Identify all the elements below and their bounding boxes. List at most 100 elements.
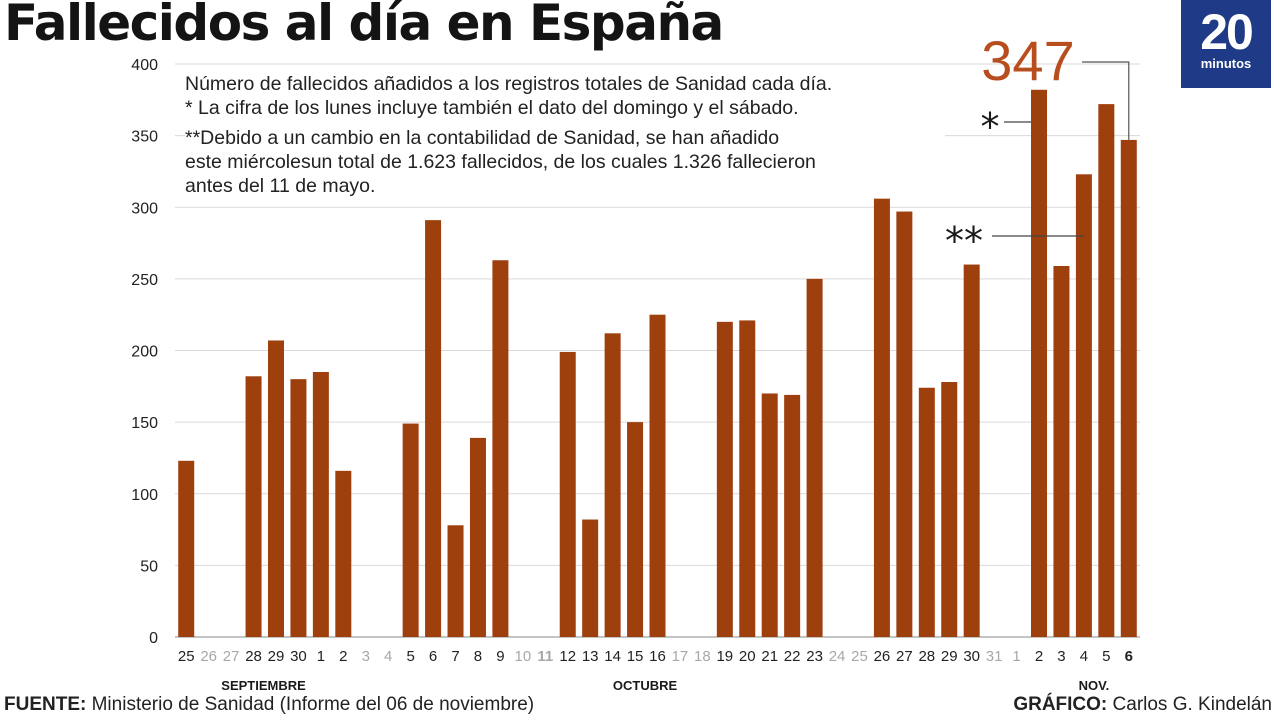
x-tick-label: 3 bbox=[1057, 648, 1065, 665]
x-tick-label: 10 bbox=[515, 648, 532, 665]
bar bbox=[784, 394, 801, 637]
bar bbox=[1075, 174, 1092, 638]
x-tick-label: 28 bbox=[245, 648, 262, 665]
bar bbox=[1098, 104, 1115, 638]
x-tick-label: 5 bbox=[1102, 648, 1110, 665]
x-tick-label: 13 bbox=[582, 648, 599, 665]
bar bbox=[492, 260, 509, 637]
x-tick-label: 17 bbox=[672, 648, 689, 665]
bar bbox=[267, 340, 284, 637]
x-tick-label: 30 bbox=[963, 648, 980, 665]
x-tick-label: 14 bbox=[604, 648, 621, 665]
x-tick-label: 26 bbox=[200, 648, 217, 665]
x-tick-label: 30 bbox=[290, 648, 307, 665]
x-tick-label: 5 bbox=[406, 648, 414, 665]
y-tick-label: 0 bbox=[149, 630, 158, 647]
bar bbox=[469, 437, 486, 637]
bar bbox=[312, 371, 329, 637]
chart-notes: Número de fallecidos añadidos a los regi… bbox=[185, 72, 945, 198]
x-tick-label: 16 bbox=[649, 648, 666, 665]
y-tick-label: 300 bbox=[131, 200, 158, 217]
20minutos-logo: 20 minutos bbox=[1181, 0, 1271, 88]
bar bbox=[941, 382, 958, 637]
source-credit: FUENTE: Ministerio de Sanidad (Informe d… bbox=[4, 694, 534, 716]
highlight-value-label: 347 bbox=[981, 29, 1074, 92]
bar bbox=[896, 211, 913, 638]
asterisk-marker: * bbox=[981, 105, 1000, 149]
x-tick-label: 25 bbox=[178, 648, 195, 665]
chart-title: Fallecidos al día en España bbox=[4, 0, 724, 52]
bar bbox=[402, 423, 419, 637]
x-tick-label: 29 bbox=[941, 648, 958, 665]
bar bbox=[290, 379, 307, 637]
bar bbox=[1053, 265, 1070, 637]
x-tick-label: 27 bbox=[223, 648, 240, 665]
x-tick-label: 24 bbox=[829, 648, 846, 665]
source-label: FUENTE: bbox=[4, 694, 87, 715]
y-tick-label: 150 bbox=[131, 415, 158, 432]
bar bbox=[627, 422, 644, 637]
y-tick-label: 400 bbox=[131, 57, 158, 74]
x-tick-label: 2 bbox=[339, 648, 347, 665]
note-line: este miércolesun total de 1.623 fallecid… bbox=[185, 151, 816, 173]
bar bbox=[918, 387, 935, 637]
note-line: * La cifra de los lunes incluye también … bbox=[185, 97, 799, 119]
note-line: antes del 11 de mayo. bbox=[185, 175, 376, 197]
x-tick-label: 29 bbox=[268, 648, 285, 665]
bar bbox=[873, 198, 890, 637]
x-tick-label: 25 bbox=[851, 648, 868, 665]
x-tick-label: 2 bbox=[1035, 648, 1043, 665]
bar bbox=[716, 321, 733, 637]
bar bbox=[739, 320, 756, 637]
credit-text: Carlos G. Kindelán bbox=[1107, 694, 1272, 715]
bar bbox=[559, 351, 576, 637]
bar bbox=[425, 220, 442, 637]
y-tick-label: 350 bbox=[131, 129, 158, 146]
x-tick-label: 4 bbox=[1080, 648, 1088, 665]
y-tick-label: 100 bbox=[131, 487, 158, 504]
highlight-leader-line bbox=[1082, 61, 1130, 140]
x-tick-label: 11 bbox=[537, 648, 553, 665]
x-tick-label: 1 bbox=[317, 648, 325, 665]
x-tick-label: 12 bbox=[559, 648, 576, 665]
x-tick-label: 28 bbox=[918, 648, 935, 665]
logo-word: minutos bbox=[1200, 56, 1252, 71]
bar bbox=[582, 519, 599, 637]
bar bbox=[1120, 139, 1137, 638]
x-tick-label: 20 bbox=[739, 648, 756, 665]
x-tick-label: 7 bbox=[451, 648, 459, 665]
x-tick-label: 1 bbox=[1012, 648, 1020, 665]
x-tick-label: 26 bbox=[874, 648, 891, 665]
x-tick-label: 9 bbox=[496, 648, 504, 665]
x-tick-label: 22 bbox=[784, 648, 801, 665]
x-tick-label: 23 bbox=[806, 648, 823, 665]
bar bbox=[963, 264, 980, 637]
bar bbox=[178, 460, 195, 637]
bar bbox=[245, 376, 262, 637]
source-text: Ministerio de Sanidad (Informe del 06 de… bbox=[86, 694, 535, 715]
graphic-credit: GRÁFICO: Carlos G. Kindelán bbox=[1013, 694, 1272, 716]
x-tick-label: 27 bbox=[896, 648, 913, 665]
bar bbox=[604, 333, 621, 637]
month-label: SEPTIEMBRE bbox=[221, 678, 306, 693]
bar bbox=[806, 278, 823, 637]
bar bbox=[761, 393, 778, 637]
credit-label: GRÁFICO: bbox=[1013, 694, 1108, 715]
x-tick-label: 19 bbox=[716, 648, 733, 665]
x-tick-label: 18 bbox=[694, 648, 711, 665]
logo-number: 20 bbox=[1200, 4, 1254, 60]
bar bbox=[649, 314, 666, 637]
y-tick-label: 50 bbox=[140, 558, 158, 575]
note-line: **Debido a un cambio en la contabilidad … bbox=[185, 127, 780, 149]
bar bbox=[1031, 89, 1048, 637]
note-line: Número de fallecidos añadidos a los regi… bbox=[185, 73, 833, 95]
y-tick-label: 200 bbox=[131, 344, 158, 361]
bar bbox=[447, 525, 464, 637]
x-tick-label: 6 bbox=[1125, 648, 1133, 665]
x-tick-label: 4 bbox=[384, 648, 392, 665]
bar bbox=[335, 470, 352, 637]
month-label: NOV. bbox=[1079, 678, 1110, 693]
y-tick-label: 250 bbox=[131, 272, 158, 289]
double-asterisk-marker: ** bbox=[945, 219, 983, 263]
